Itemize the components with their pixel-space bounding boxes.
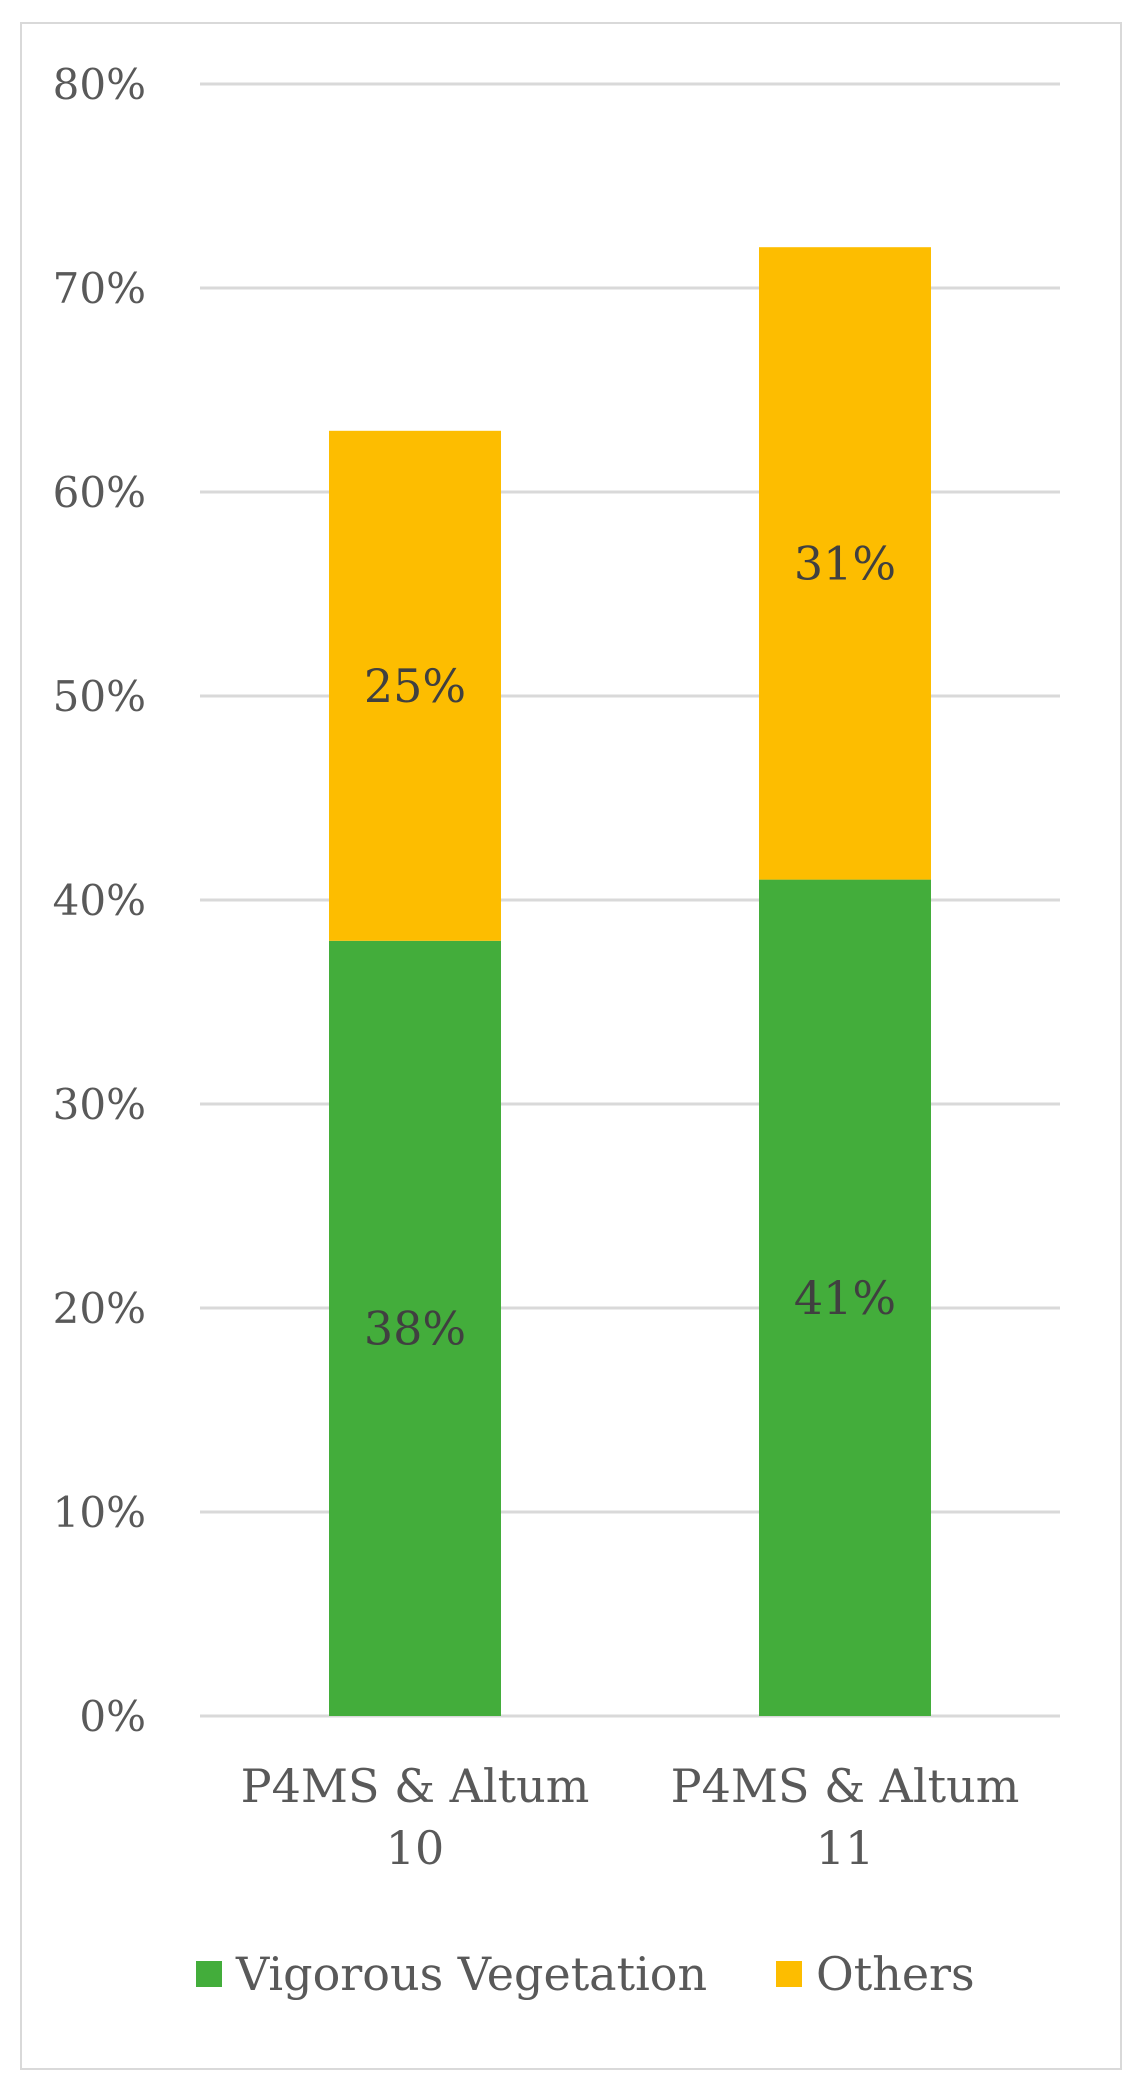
y-tick-label: 60% bbox=[53, 468, 146, 517]
legend: Vigorous Vegetation Others bbox=[196, 1947, 975, 2001]
y-tick-label: 70% bbox=[53, 264, 146, 313]
y-tick-label: 50% bbox=[53, 672, 146, 721]
chart-frame bbox=[20, 22, 1122, 2070]
bar-segment bbox=[329, 430, 501, 941]
y-tick-label: 10% bbox=[53, 1488, 146, 1537]
data-label: 41% bbox=[794, 1271, 896, 1325]
y-axis-tick-labels: 0% 10% 20% 30% 40% 50% 60% 70% 80% bbox=[53, 60, 146, 1741]
bar-segment bbox=[759, 247, 931, 880]
bar-segment bbox=[329, 940, 501, 1716]
data-label: 31% bbox=[794, 536, 896, 590]
legend-swatch bbox=[776, 1961, 802, 1987]
data-label: 38% bbox=[364, 1301, 466, 1355]
x-category-label: P4MS & Altum bbox=[671, 1759, 1020, 1813]
y-tick-label: 40% bbox=[53, 876, 146, 925]
y-tick-label: 0% bbox=[79, 1692, 146, 1741]
legend-label: Others bbox=[816, 1947, 975, 2001]
legend-swatch bbox=[196, 1961, 222, 1987]
data-labels: 38% 25% 41% 31% bbox=[364, 536, 896, 1355]
y-tick-label: 80% bbox=[53, 60, 146, 109]
x-category-label: P4MS & Altum bbox=[241, 1759, 590, 1813]
data-label: 25% bbox=[364, 659, 466, 713]
y-tick-label: 30% bbox=[53, 1080, 146, 1129]
x-category-label: 10 bbox=[386, 1821, 445, 1875]
x-category-label: 11 bbox=[816, 1821, 875, 1875]
bars bbox=[329, 247, 931, 1716]
y-tick-label: 20% bbox=[53, 1284, 146, 1333]
x-axis-category-labels: P4MS & Altum 10 P4MS & Altum 11 bbox=[241, 1759, 1020, 1875]
legend-label: Vigorous Vegetation bbox=[235, 1947, 707, 2001]
bar-segment bbox=[759, 879, 931, 1716]
